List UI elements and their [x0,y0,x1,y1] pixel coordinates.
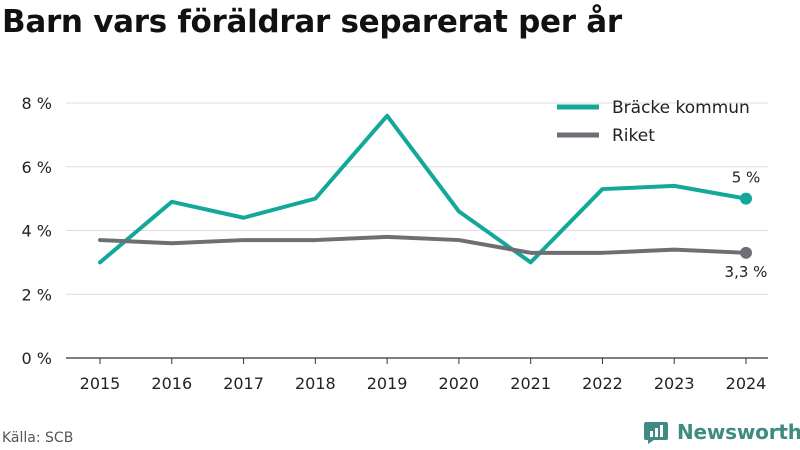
y-tick-label: 6 % [22,158,52,177]
brand-name: Newsworthy [677,420,800,444]
series-line-riket [98,234,748,255]
end-value-label: 5 % [732,169,761,187]
x-tick-label: 2017 [223,374,264,393]
x-tick-label: 2022 [582,374,623,393]
y-tick-label: 8 % [22,94,52,113]
x-tick-label: 2019 [367,374,408,393]
newsworthy-logo-icon [644,422,668,444]
x-tick-label: 2024 [726,374,767,393]
chart-title: Barn vars föräldrar separerat per år [2,4,622,40]
data-point [740,246,752,259]
series-line-bracke-kommun [98,113,748,265]
y-tick-label: 4 % [22,222,52,241]
x-tick-label: 2016 [151,374,192,393]
y-tick-label: 0 % [22,349,52,368]
x-tick-label: 2020 [439,374,480,393]
legend-label: Riket [612,126,655,146]
source-note: Källa: SCB [2,430,74,446]
x-tick-label: 2021 [510,374,551,393]
x-tick-label: 2015 [80,374,121,393]
x-tick-label: 2018 [295,374,336,393]
legend-label: Bräcke kommun [612,98,750,118]
end-value-label: 3,3 % [725,263,768,281]
x-tick-label: 2023 [654,374,695,393]
y-tick-label: 2 % [22,285,52,304]
data-point [740,192,752,205]
brand-logo: Newsworthy [644,419,800,445]
